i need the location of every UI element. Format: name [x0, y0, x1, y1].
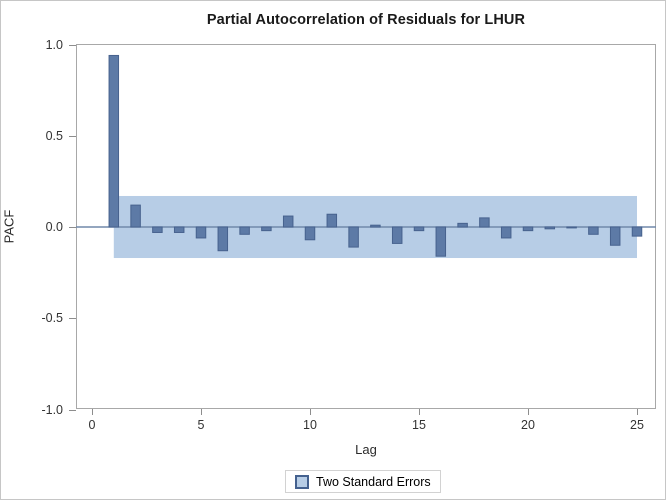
- y-axis-label: PACF: [1, 209, 17, 244]
- pacf-bar-lag-11: [326, 213, 338, 228]
- pacf-bar-lag-22: [566, 226, 577, 229]
- pacf-bar-lag-4: [173, 226, 185, 233]
- plot-svg: [76, 54, 656, 259]
- x-tick-mark: [528, 409, 529, 415]
- pacf-bar-lag-19: [500, 226, 512, 239]
- pacf-bar-lag-15: [413, 226, 425, 232]
- y-tick-mark: [69, 318, 76, 320]
- pacf-bar-lag-13: [370, 224, 381, 228]
- y-tick-mark: [69, 44, 76, 46]
- y-tick-label-1.0: 1.0: [45, 37, 63, 52]
- y-tick-label-0.0: 0.0: [45, 220, 63, 234]
- pacf-bar-lag-7: [239, 226, 250, 235]
- pacf-bar-lag-5: [195, 226, 207, 239]
- band-swatch-icon: [295, 474, 309, 489]
- pacf-bar-lag-21: [544, 226, 556, 230]
- pacf-bar-lag-6: [217, 226, 229, 252]
- x-tick-label-20: 20: [521, 418, 535, 432]
- x-tick-mark: [92, 409, 93, 415]
- x-tick-label-0: 0: [88, 418, 96, 432]
- x-tick-mark: [637, 409, 638, 415]
- x-axis-label: Lag: [355, 442, 377, 457]
- pacf-bar-lag-20: [522, 226, 534, 232]
- x-tick-label-25: 25: [630, 418, 644, 432]
- pacf-bar-lag-25: [631, 226, 643, 237]
- y-tick-mark: [69, 409, 76, 411]
- x-tick-label-5: 5: [197, 418, 205, 432]
- x-tick-mark: [201, 409, 202, 415]
- pacf-bar-lag-2: [130, 204, 141, 228]
- x-tick-label-15: 15: [412, 418, 426, 432]
- pacf-bar-lag-8: [261, 226, 272, 232]
- pacf-bar-lag-18: [479, 217, 490, 228]
- pacf-bar-lag-12: [348, 226, 359, 248]
- pacf-bar-lag-3: [152, 226, 163, 233]
- y-tick-label--1.0: -1.0: [41, 402, 63, 417]
- x-tick-mark: [310, 409, 311, 415]
- pacf-bar-lag-24: [609, 226, 621, 246]
- y-tick-label--0.5: -0.5: [41, 311, 63, 326]
- pacf-bar-lag-16: [435, 226, 447, 257]
- pacf-bar-lag-9: [282, 215, 294, 228]
- pacf-bar-lag-17: [457, 222, 468, 228]
- pacf-bar-lag-14: [391, 226, 403, 244]
- legend-box: Two Standard Errors: [285, 470, 441, 493]
- pacf-bar-lag-23: [588, 226, 599, 235]
- y-tick-mark: [69, 135, 76, 137]
- legend-label: Two Standard Errors: [316, 474, 431, 489]
- x-tick-mark: [419, 409, 420, 415]
- pacf-bar-lag-10: [304, 226, 316, 241]
- pacf-bar-lag-1: [108, 54, 120, 228]
- y-tick-mark: [69, 227, 76, 228]
- x-tick-label-10: 10: [303, 418, 317, 432]
- y-tick-label-0.5: 0.5: [45, 128, 63, 143]
- chart-title: Partial Autocorrelation of Residuals for…: [206, 12, 526, 28]
